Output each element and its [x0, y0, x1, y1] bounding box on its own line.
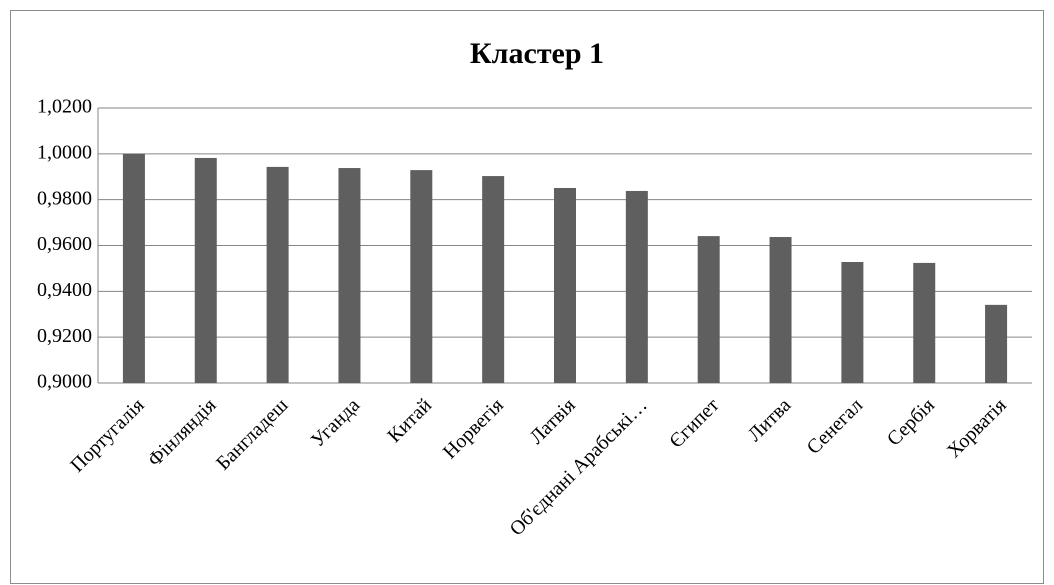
bar: [482, 176, 505, 383]
y-tick-label: 0,9000: [37, 371, 92, 393]
bar: [410, 170, 433, 383]
y-tick-label: 1,0200: [37, 96, 92, 118]
bar: [625, 190, 648, 383]
bar: [122, 153, 145, 383]
y-tick-label: 0,9600: [37, 233, 92, 255]
bar: [841, 262, 864, 383]
bar: [697, 236, 720, 383]
bar: [985, 304, 1008, 383]
y-tick-label: 0,9800: [37, 187, 92, 209]
bar: [194, 157, 217, 383]
bar: [554, 187, 576, 383]
bar: [266, 166, 289, 383]
bar: [913, 262, 936, 383]
chart-border: [10, 10, 1044, 584]
bar: [769, 237, 792, 383]
y-tick-label: 1,0000: [37, 141, 92, 163]
y-tick-label: 0,9200: [37, 325, 92, 347]
chart-title: Кластер 1: [470, 37, 604, 70]
bar: [338, 168, 361, 383]
y-tick-label: 0,9400: [37, 279, 92, 301]
